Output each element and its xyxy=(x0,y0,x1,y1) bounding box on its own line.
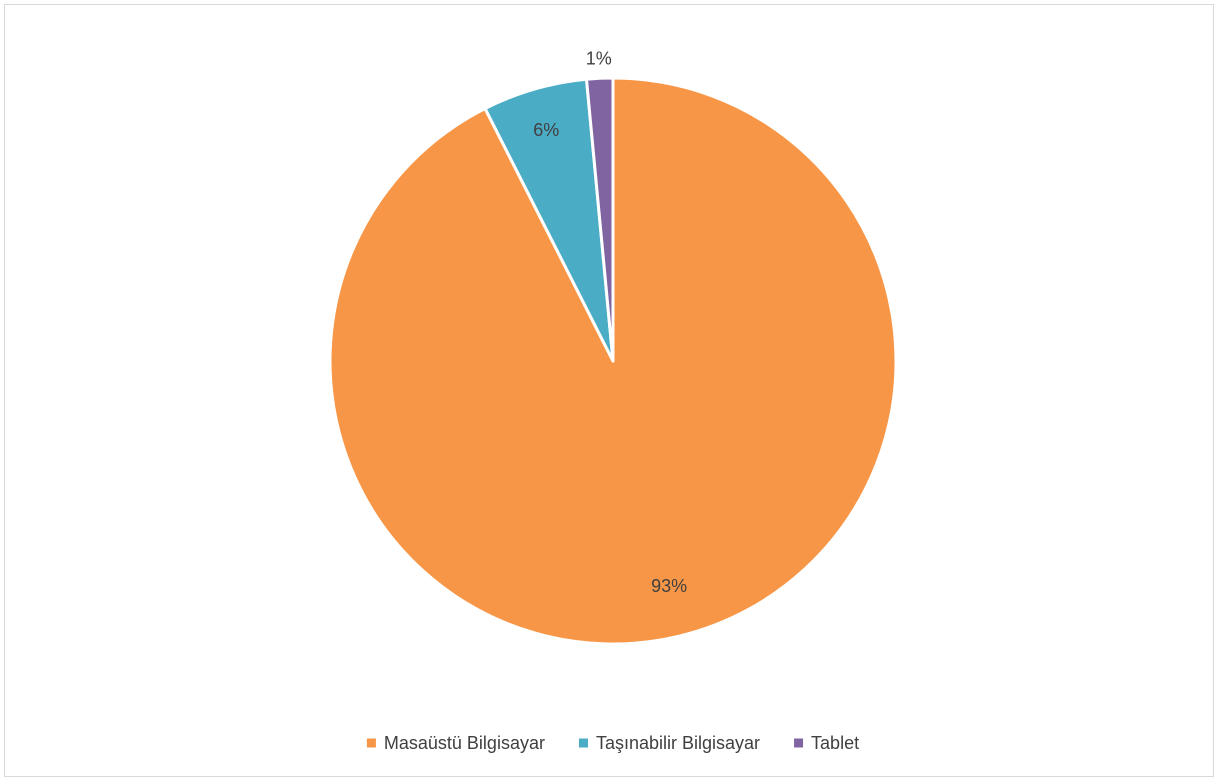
legend-swatch-masaustu-bilgisayar xyxy=(366,738,376,748)
data-labels: 93% 6% 1% xyxy=(533,49,687,597)
pie-slices xyxy=(328,76,898,646)
legend: Masaüstü Bilgisayar Taşınabilir Bilgisaya… xyxy=(366,733,859,753)
data-label-masaustu-bilgisayar: 93% xyxy=(651,576,687,596)
legend-label-masaustu-bilgisayar: Masaüstü Bilgisayar xyxy=(384,733,545,753)
legend-item-masaustu-bilgisayar: Masaüstü Bilgisayar xyxy=(366,733,545,753)
legend-label-tasinabilir-bilgisayar: Taşınabilir Bilgisayar xyxy=(596,733,760,753)
legend-label-tablet: Tablet xyxy=(811,733,859,753)
legend-item-tasinabilir-bilgisayar: Taşınabilir Bilgisayar xyxy=(578,733,760,753)
legend-swatch-tasinabilir-bilgisayar xyxy=(578,738,588,748)
pie-slice-tablet xyxy=(584,76,615,363)
data-label-tablet: 1% xyxy=(586,49,612,69)
legend-item-tablet: Tablet xyxy=(794,733,859,753)
legend-swatch-tablet xyxy=(794,738,804,748)
data-label-tasinabilir-bilgisayar: 6% xyxy=(533,120,559,140)
